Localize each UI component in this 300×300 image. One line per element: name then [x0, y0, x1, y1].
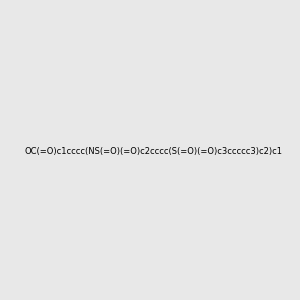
Text: OC(=O)c1cccc(NS(=O)(=O)c2cccc(S(=O)(=O)c3ccccc3)c2)c1: OC(=O)c1cccc(NS(=O)(=O)c2cccc(S(=O)(=O)c…	[25, 147, 283, 156]
